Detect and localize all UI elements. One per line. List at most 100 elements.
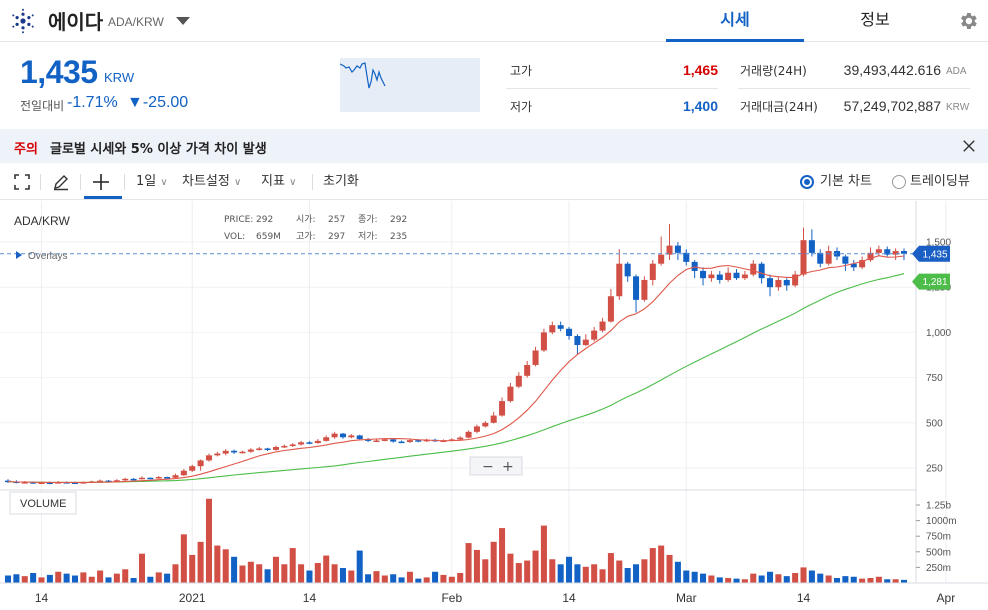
tab-info[interactable]: 정보 (860, 10, 890, 29)
volume-bar (691, 571, 698, 583)
fullscreen-icon[interactable] (14, 174, 30, 190)
legend-open: 257 (328, 215, 345, 225)
volume-bar (875, 576, 882, 583)
y-tick-label: 750 (926, 373, 943, 384)
chart-toolbar: 1일 ∨ 차트설정 ∨ 지표 ∨ 초기화 기본 차트 트레이딩뷰 (0, 164, 988, 200)
volume-bar (607, 553, 614, 583)
ma-short-line (7, 255, 905, 483)
x-tick-label: 14 (562, 591, 576, 605)
gear-icon[interactable] (957, 10, 979, 32)
candle-body (875, 249, 882, 253)
candle-body (205, 455, 212, 461)
close-icon[interactable] (962, 139, 976, 153)
indicators-menu[interactable]: 지표 ∨ (261, 164, 296, 199)
candle-body (314, 440, 321, 444)
y-tick-label: 1,500 (926, 238, 951, 249)
candle-body (105, 480, 112, 483)
high-value: 1,465 (682, 62, 718, 78)
volume-unit: ADA (946, 66, 967, 77)
volume-bar (298, 564, 305, 583)
candle-body (767, 278, 774, 288)
candle-body (817, 252, 824, 264)
candle-body (323, 437, 330, 441)
basic-chart-label[interactable]: 기본 차트 (820, 174, 872, 189)
candle-body (733, 272, 740, 279)
zoom-out-button[interactable]: − (482, 459, 494, 475)
volume-bar (314, 563, 321, 583)
radio-basic-chart[interactable] (800, 175, 814, 189)
reset-button[interactable]: 초기화 (323, 174, 359, 189)
volume-bar (490, 541, 497, 583)
candle-body (741, 274, 748, 279)
header-bar: 에이다 ADA/KRW 시세 정보 (0, 0, 988, 42)
notice-banner: 주의 글로벌 시세와 5% 이상 가격 차이 발생 (0, 129, 988, 163)
volume-bar (633, 564, 640, 583)
candle-body (71, 482, 79, 484)
candle-body (331, 433, 338, 438)
volume-bar (440, 574, 447, 583)
volume-bar (859, 578, 866, 583)
volume-bar (900, 579, 908, 583)
volume-label: VOLUME (20, 498, 66, 510)
indicators-label: 지표 (261, 174, 285, 189)
volume-bar (708, 575, 715, 583)
volume-bar (817, 573, 824, 583)
tab-price[interactable]: 시세 (666, 0, 804, 42)
volume-bar (532, 550, 539, 583)
candle-body (197, 460, 204, 467)
legend-vol-label: VOL: (224, 232, 245, 242)
candle-body (490, 415, 497, 423)
candle-body (607, 296, 614, 322)
candle-body (783, 279, 790, 286)
zoom-in-button[interactable]: + (502, 459, 514, 475)
volume-tick-label: 750m (926, 532, 951, 543)
candle-body (591, 330, 598, 340)
zoom-controls[interactable]: − + (469, 456, 523, 476)
volume-bar (105, 577, 112, 583)
pencil-icon[interactable] (52, 173, 70, 191)
candles (4, 223, 908, 485)
crosshair-icon[interactable] (92, 173, 110, 191)
overlays-toggle[interactable]: Overlays (16, 251, 67, 262)
chevron-down-icon: ∨ (289, 177, 297, 188)
divider (738, 88, 970, 89)
candle-body (700, 270, 707, 279)
legend-low: 235 (390, 232, 407, 242)
tradingview-label[interactable]: 트레이딩뷰 (910, 174, 970, 189)
candle-body (440, 440, 447, 443)
volume-bar (239, 565, 246, 583)
volume-bar (289, 548, 296, 583)
candle-body (515, 375, 522, 387)
volume-bar (88, 576, 95, 583)
volume-bar (566, 556, 573, 583)
volume-bar (850, 576, 857, 583)
volume-bar (164, 573, 171, 583)
volume-bar (348, 570, 355, 583)
volume-bar (482, 559, 489, 583)
volume-bar (373, 571, 380, 583)
chevron-down-icon[interactable] (176, 17, 190, 25)
volume-bar (205, 498, 212, 583)
interval-select[interactable]: 1일 ∨ (136, 164, 168, 199)
volume-bar (775, 574, 782, 583)
sparkline-chart (340, 58, 480, 112)
volume-bar (264, 569, 271, 583)
chart-title: ADA/KRW (14, 214, 70, 228)
candle-body (97, 480, 104, 483)
trade-value-unit: KRW (946, 102, 970, 113)
candle-body (884, 249, 891, 255)
x-tick-label: Apr (937, 591, 956, 605)
volume-bar (415, 578, 422, 583)
candle-body (892, 251, 899, 255)
volume-bar (323, 555, 330, 583)
x-tick-label: Mar (676, 591, 697, 605)
divider (312, 174, 313, 190)
volume-axis-ticks: 250m 500m 750m 1000m 1.25b (916, 501, 957, 574)
radio-tradingview[interactable] (892, 175, 906, 189)
chart-settings-menu[interactable]: 차트설정 ∨ (182, 164, 241, 199)
y-tick-label: 250 (926, 464, 943, 475)
candle-body (524, 364, 531, 376)
candle-body (683, 252, 690, 262)
